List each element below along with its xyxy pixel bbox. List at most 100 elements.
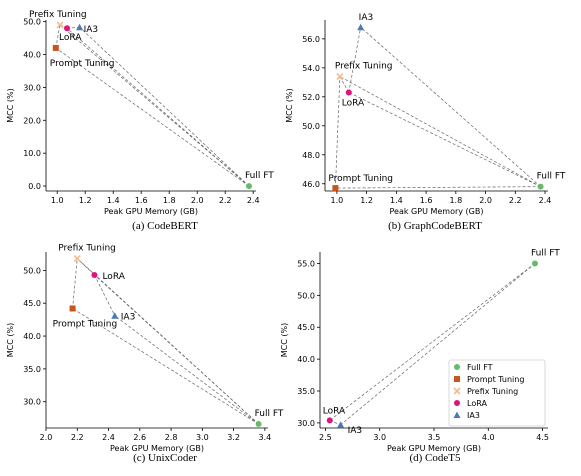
point-full-ft (537, 183, 544, 190)
dashed-line (348, 92, 541, 187)
y-axis-label: MCC (%) (6, 323, 15, 357)
point-label: Full FT (255, 409, 284, 419)
point-full-ft (255, 421, 262, 428)
x-tick-label: 1.2 (79, 196, 92, 205)
point-lora (345, 89, 352, 96)
x-tick-label: 1.6 (135, 196, 148, 205)
point-label: LoRA (342, 98, 365, 108)
point-ia3 (111, 312, 119, 319)
x-tick-label: 2.4 (102, 433, 115, 442)
y-tick-label: 55.0 (297, 259, 315, 268)
dashed-line (94, 274, 259, 425)
point-label: IA3 (84, 25, 99, 35)
dashed-line (77, 258, 95, 276)
legend-marker (454, 364, 460, 370)
point-label: Prompt Tuning (328, 174, 393, 184)
point-lora (64, 25, 70, 32)
x-tick-label: 3.2 (227, 433, 240, 442)
dashed-line (59, 24, 250, 187)
x-tick-label: 3.0 (196, 433, 209, 442)
y-tick-label: 50.0 (302, 122, 320, 131)
legend-marker (454, 400, 460, 406)
legend-label: IA3 (467, 411, 480, 420)
x-tick-label: 2.6 (133, 433, 146, 442)
legend-marker (453, 411, 461, 418)
dashed-line (340, 263, 536, 426)
point-ia3 (337, 421, 345, 428)
x-tick-label: 1.6 (420, 196, 433, 205)
x-tick-label: 4.5 (536, 433, 549, 442)
point-prefix-tuning (56, 21, 64, 29)
x-tick-label: 2.4 (247, 196, 260, 205)
x-tick-label: 2.2 (509, 196, 522, 205)
y-tick-label: 56.0 (302, 35, 320, 44)
point-label: Full FT (245, 171, 274, 181)
x-tick-label: 3.5 (428, 433, 441, 442)
y-tick-label: 30.0 (23, 398, 41, 407)
dashed-line (339, 76, 541, 187)
x-axis-label: Peak GPU Memory (GB) (390, 207, 484, 216)
dashed-line (72, 308, 259, 425)
y-tick-label: 35.0 (23, 365, 41, 374)
x-tick-label: 3.0 (373, 433, 386, 442)
point-label: IA3 (348, 426, 363, 436)
dashed-line (94, 274, 116, 316)
y-tick-label: 50.0 (297, 291, 315, 300)
x-tick-label: 2.4 (539, 196, 552, 205)
x-tick-label: 1.8 (163, 196, 176, 205)
dashed-line (360, 26, 541, 187)
y-tick-label: 45.0 (23, 299, 41, 308)
legend-label: Full FT (467, 363, 493, 372)
y-tick-label: 50.0 (23, 266, 41, 275)
point-prompt-tuning (52, 44, 59, 51)
x-axis-label: Peak GPU Memory (GB) (387, 444, 481, 453)
x-tick-label: 1.0 (331, 196, 344, 205)
x-tick-label: 2.5 (319, 433, 332, 442)
point-prompt-tuning (69, 305, 76, 312)
y-tick-label: 40.0 (23, 51, 41, 60)
x-tick-label: 2.0 (479, 196, 492, 205)
y-tick-label: 54.0 (302, 64, 320, 73)
legend-label: Prompt Tuning (467, 375, 524, 384)
y-tick-label: 40.0 (297, 355, 315, 364)
point-full-ft (246, 183, 252, 190)
y-tick-label: 30.0 (23, 83, 41, 92)
point-lora (91, 271, 98, 278)
point-label: IA3 (121, 313, 136, 323)
point-label: Prefix Tuning (335, 62, 393, 72)
dashed-line (79, 26, 250, 187)
y-tick-label: 48.0 (302, 151, 320, 160)
y-tick-label: 46.0 (302, 180, 320, 189)
legend-marker (453, 387, 461, 395)
dashed-line (348, 27, 362, 93)
caption-codebert: (a) CodeBERT (132, 220, 198, 232)
x-tick-label: 4.0 (482, 433, 495, 442)
dashed-line (339, 76, 350, 93)
y-axis-label: MCC (%) (280, 323, 289, 357)
point-label: Prompt Tuning (50, 59, 115, 69)
x-axis-label: Peak GPU Memory (GB) (104, 207, 198, 216)
dashed-line (335, 76, 341, 189)
y-tick-label: 30.0 (297, 419, 315, 428)
x-tick-label: 2.2 (219, 196, 232, 205)
point-prefix-tuning (73, 255, 81, 263)
x-tick-label: 2.0 (40, 433, 53, 442)
point-label: LoRA (102, 272, 125, 282)
point-prefix-tuning (336, 72, 344, 81)
y-tick-label: 10.0 (23, 149, 41, 158)
point-label: Full FT (531, 248, 560, 258)
y-tick-label: 50.0 (23, 18, 41, 27)
dashed-line (72, 258, 78, 309)
dashed-line (55, 24, 61, 49)
point-label: LoRA (59, 33, 82, 43)
legend-label: Prefix Tuning (467, 387, 518, 396)
x-tick-label: 1.4 (107, 196, 120, 205)
dashed-line (66, 27, 250, 187)
dashed-line (329, 263, 536, 421)
caption-unixcoder: (c) UnixCoder (133, 452, 197, 464)
point-label: Prefix Tuning (58, 244, 116, 254)
legend-box (448, 359, 546, 427)
y-tick-label: 52.0 (302, 93, 320, 102)
dashed-line (335, 186, 541, 189)
